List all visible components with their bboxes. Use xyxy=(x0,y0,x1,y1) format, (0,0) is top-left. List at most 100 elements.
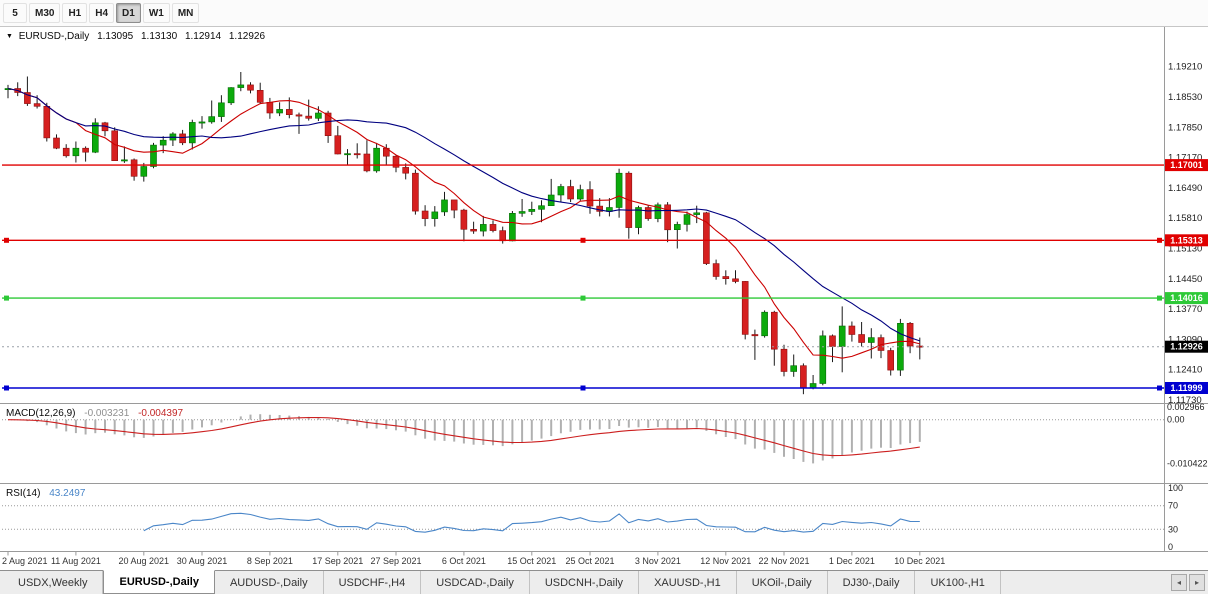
candle xyxy=(130,158,138,181)
x-axis-label: 2 Aug 2021 xyxy=(2,556,48,566)
candle xyxy=(664,202,671,243)
tab-uk100-h1[interactable]: UK100-,H1 xyxy=(915,571,1001,594)
candle xyxy=(121,146,128,163)
candle xyxy=(373,142,380,173)
tab-audusd-daily[interactable]: AUDUSD-,Daily xyxy=(215,571,324,594)
hline-handle[interactable] xyxy=(1157,295,1162,301)
candle xyxy=(150,142,157,169)
timeframe-button-mn[interactable]: MN xyxy=(171,3,200,23)
price-tag: 1.14016 xyxy=(1165,292,1208,305)
x-axis-label: 27 Sep 2021 xyxy=(370,556,421,566)
candle xyxy=(140,162,148,182)
candle xyxy=(780,344,788,377)
x-axis-label: 30 Aug 2021 xyxy=(177,556,228,566)
tab-ukoil-daily[interactable]: UKOil-,Daily xyxy=(737,571,828,594)
tab-usdcad-daily[interactable]: USDCAD-,Daily xyxy=(421,571,530,594)
chart-canvas[interactable]: 1.19210 1.18530 1.17850 1.17170 1.16490 1.158… xyxy=(0,27,1208,570)
candle xyxy=(479,215,487,237)
hline-1.11999[interactable] xyxy=(2,385,1164,391)
timeframe-button-5[interactable]: 5 xyxy=(3,3,27,23)
symbol-tabbar: USDX,Weekly EURUSD-,Daily AUDUSD-,Daily USD… xyxy=(0,570,1208,594)
tab-usdx-weekly[interactable]: USDX,Weekly xyxy=(3,571,104,594)
candle xyxy=(470,221,477,234)
hline-handle[interactable] xyxy=(4,237,9,243)
timeframe-button-h1[interactable]: H1 xyxy=(62,3,88,23)
candle xyxy=(334,125,342,155)
candle xyxy=(858,322,865,347)
macd-signal-line xyxy=(7,416,920,457)
hline-handle[interactable] xyxy=(1157,237,1162,243)
date-axis: 2 Aug 2021 11 Aug 2021 20 Aug 2021 30 Aug 2… xyxy=(2,551,945,566)
price-axis-label: 1.13090 xyxy=(1168,334,1202,345)
tab-scroll-left-button[interactable]: ◂ xyxy=(1171,574,1187,591)
price-tag: 1.12926 xyxy=(1165,340,1208,353)
x-axis-label: 11 Aug 2021 xyxy=(51,556,101,566)
hline-handle[interactable] xyxy=(4,295,9,301)
macd-panel: 0.002966 0.00 -0.010422 xyxy=(2,402,1208,469)
timeframe-button-h4[interactable]: H4 xyxy=(89,3,115,23)
candle xyxy=(819,330,827,386)
candle xyxy=(770,310,778,366)
candle xyxy=(897,318,904,376)
x-axis-label: 25 Oct 2021 xyxy=(565,556,614,566)
x-axis-label: 1 Dec 2021 xyxy=(829,556,875,566)
candle xyxy=(247,82,254,94)
price-axis-label: 1.17850 xyxy=(1168,122,1202,133)
x-axis-label: 12 Nov 2021 xyxy=(700,556,751,566)
candle xyxy=(218,95,225,122)
candle xyxy=(528,201,536,215)
timeframe-button-d1[interactable]: D1 xyxy=(116,3,141,23)
tab-eurusd-daily[interactable]: EURUSD-,Daily xyxy=(103,570,215,594)
candle xyxy=(838,306,846,373)
hline-handle[interactable] xyxy=(4,385,9,391)
candle xyxy=(722,270,730,285)
hline-1.15313[interactable] xyxy=(2,237,1164,243)
tab-scroll-controls: ◂ ▸ xyxy=(1171,574,1205,591)
symbol-tabs: USDX,Weekly EURUSD-,Daily AUDUSD-,Daily USD… xyxy=(0,570,1001,594)
price-axis-label: 1.15130 xyxy=(1168,244,1202,255)
hline-handle[interactable] xyxy=(580,295,586,301)
symbol-dropdown-icon[interactable]: ▼ xyxy=(6,33,13,40)
svg-text:1.15313: 1.15313 xyxy=(1170,235,1203,245)
timeframe-button-m30[interactable]: M30 xyxy=(29,3,61,23)
tab-dj30-daily[interactable]: DJ30-,Daily xyxy=(828,571,916,594)
svg-text:1.12926: 1.12926 xyxy=(1170,342,1203,352)
candle xyxy=(732,270,739,284)
tab-usdcnh-daily[interactable]: USDCNH-,Daily xyxy=(530,571,640,594)
candle xyxy=(499,226,507,244)
hline-handle[interactable] xyxy=(580,237,586,243)
candle xyxy=(363,140,371,173)
timeframe-button-w1[interactable]: W1 xyxy=(142,3,170,23)
candle xyxy=(673,221,681,249)
price-axis-label: 1.16490 xyxy=(1168,183,1202,194)
candles-layer xyxy=(4,72,924,395)
candle xyxy=(489,220,497,233)
candle xyxy=(237,72,245,92)
rsi-axis-label: 70 xyxy=(1168,501,1178,511)
candle xyxy=(790,354,798,377)
candle xyxy=(295,112,303,134)
candle xyxy=(82,146,89,162)
candle xyxy=(829,334,836,363)
candle xyxy=(693,205,701,224)
candle xyxy=(703,211,710,265)
tab-xauusd-h1[interactable]: XAUUSD-,H1 xyxy=(639,571,737,594)
x-axis-label: 6 Oct 2021 xyxy=(442,556,486,566)
price-axis-label: 1.18530 xyxy=(1168,92,1202,103)
hline-handle[interactable] xyxy=(580,385,586,391)
tab-scroll-right-button[interactable]: ▸ xyxy=(1189,574,1205,591)
hline-1.14016[interactable] xyxy=(2,295,1164,301)
tab-usdchf-h4[interactable]: USDCHF-,H4 xyxy=(324,571,422,594)
hline-handle[interactable] xyxy=(1157,385,1162,391)
x-axis-label: 10 Dec 2021 xyxy=(894,556,945,566)
candle xyxy=(24,76,31,106)
candle xyxy=(683,211,691,232)
x-axis-label: 20 Aug 2021 xyxy=(119,556,170,566)
candle xyxy=(256,82,264,105)
price-axis-label: 1.13770 xyxy=(1168,304,1202,315)
price-tag: 1.15313 xyxy=(1165,234,1208,247)
x-axis-label: 3 Nov 2021 xyxy=(635,556,681,566)
candle xyxy=(567,179,574,203)
candle xyxy=(586,181,594,214)
